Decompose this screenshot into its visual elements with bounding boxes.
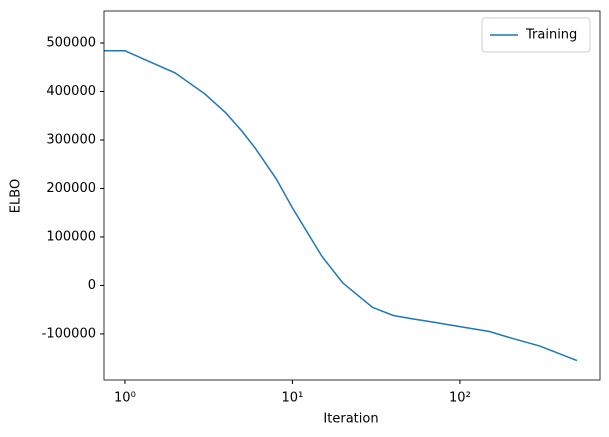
x-tick-label: 10² [449,391,471,406]
y-tick-label: -100000 [42,326,96,341]
legend-label: Training [525,28,577,43]
x-tick-label: 10¹ [282,391,304,406]
y-tick-label: 0 [88,278,96,293]
y-axis-label: ELBO [9,179,24,213]
line [104,50,578,362]
y-tick-label: 400000 [46,84,96,99]
plot-frame [103,10,601,381]
legend-box [481,17,591,53]
y-tick-label: 300000 [46,132,96,147]
y-tick-label: 200000 [46,181,96,196]
x-tick-label: 10⁰ [114,391,136,406]
x-axis-label: Iteration [323,412,378,427]
y-tick-label: 500000 [46,36,96,51]
y-tick-label: 100000 [46,229,96,244]
